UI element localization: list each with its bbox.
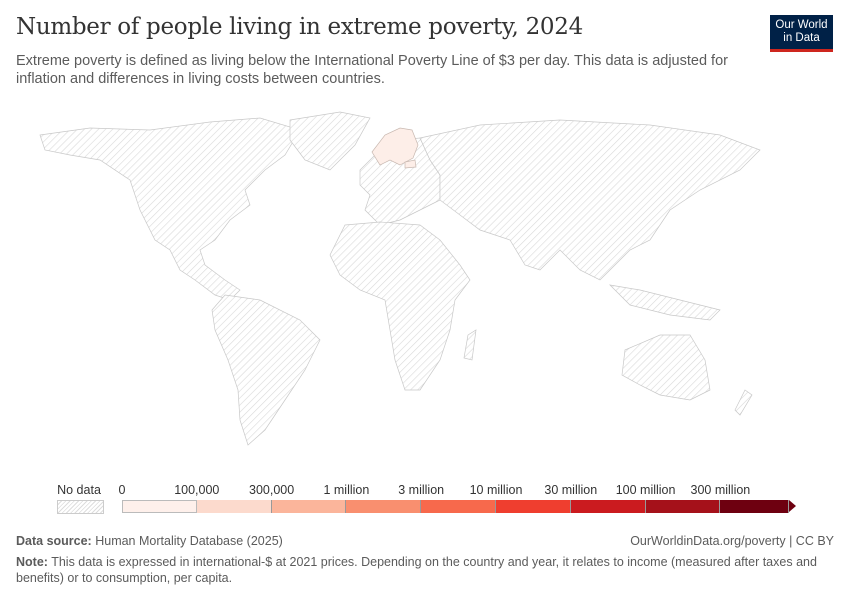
chart-subtitle: Extreme poverty is defined as living bel… bbox=[16, 53, 728, 87]
southeast-asia[interactable] bbox=[608, 284, 721, 321]
legend-tick-label: 0 bbox=[118, 483, 126, 497]
legend-tick-label: 10 million bbox=[469, 483, 523, 497]
south-america[interactable] bbox=[211, 294, 321, 446]
australia[interactable] bbox=[621, 334, 711, 401]
source-link[interactable]: OurWorldinData.org/poverty | CC BY bbox=[630, 534, 834, 548]
asia[interactable] bbox=[419, 119, 761, 281]
world-map[interactable] bbox=[0, 100, 850, 470]
madagascar[interactable] bbox=[463, 329, 477, 361]
north-america[interactable] bbox=[39, 117, 301, 301]
data-source: Data source: Human Mortality Database (2… bbox=[16, 534, 283, 548]
legend-tick-label: 30 million bbox=[544, 483, 598, 497]
legend-bin[interactable] bbox=[645, 500, 721, 513]
new-zealand[interactable] bbox=[734, 389, 753, 416]
legend-tick-label: 100 million bbox=[615, 483, 676, 497]
legend-bin[interactable] bbox=[271, 500, 347, 513]
legend-bin[interactable] bbox=[196, 500, 272, 513]
note: Note: This data is expressed in internat… bbox=[16, 555, 817, 585]
legend-tick-label: 3 million bbox=[398, 483, 445, 497]
legend-bin[interactable] bbox=[720, 500, 790, 513]
legend-no-data-swatch bbox=[57, 500, 104, 514]
africa[interactable] bbox=[329, 221, 471, 391]
legend-bin[interactable] bbox=[346, 500, 422, 513]
legend-no-data-label: No data bbox=[57, 483, 101, 497]
owid-logo[interactable]: Our World in Data bbox=[770, 15, 833, 52]
legend-tick-label: 300 million bbox=[690, 483, 751, 497]
legend-tick-label: 100,000 bbox=[174, 483, 220, 497]
legend-tick-label: 300,000 bbox=[249, 483, 295, 497]
nordic-countries[interactable] bbox=[371, 127, 419, 166]
legend-bin[interactable] bbox=[570, 500, 646, 513]
estonia[interactable] bbox=[404, 159, 417, 169]
greenland[interactable] bbox=[289, 111, 371, 171]
chart-title: Number of people living in extreme pover… bbox=[16, 14, 583, 40]
legend-bin[interactable] bbox=[421, 500, 496, 513]
legend-tick-label: 1 million bbox=[323, 483, 370, 497]
legend-bin[interactable] bbox=[496, 500, 571, 513]
legend-arrow bbox=[789, 500, 797, 512]
legend-bin[interactable] bbox=[122, 500, 197, 513]
